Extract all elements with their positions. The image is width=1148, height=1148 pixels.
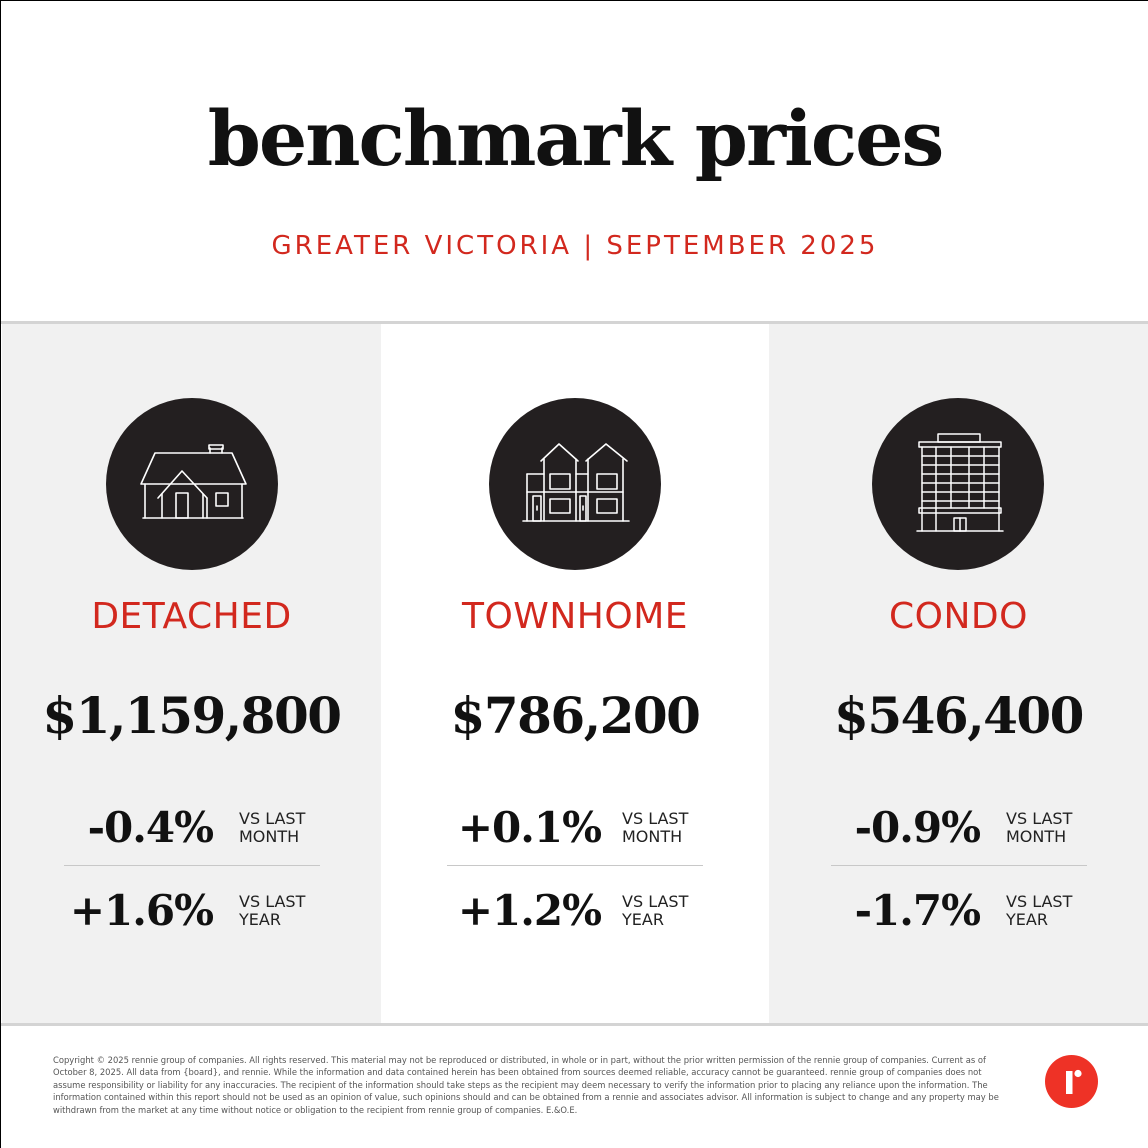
caption-line: YEAR	[622, 910, 664, 929]
caption-line: VS LAST	[239, 809, 306, 828]
townhome-panel: TOWNHOME $786,200 +0.1% VS LAST MONTH +1…	[381, 324, 769, 1023]
rennie-logo-icon	[1045, 1055, 1098, 1108]
caption-line: MONTH	[1006, 827, 1067, 846]
detached-panel: DETACHED $1,159,800 -0.4% VS LAST MONTH …	[2, 324, 381, 1023]
page-subtitle: GREATER VICTORIA | SEPTEMBER 2025	[271, 231, 879, 261]
property-type-label: TOWNHOME	[461, 596, 689, 637]
caption-line: VS LAST	[239, 892, 306, 911]
month-change-stat: -0.4% VS LAST MONTH	[2, 798, 381, 858]
condo-badge	[872, 398, 1044, 570]
month-change-stat: +0.1% VS LAST MONTH	[381, 798, 769, 858]
stat-divider	[64, 865, 320, 866]
townhome-icon	[522, 443, 630, 522]
townhome-badge	[489, 398, 661, 570]
caption-line: YEAR	[1006, 910, 1048, 929]
caption-line: VS LAST	[1006, 892, 1073, 911]
month-change-caption: VS LAST MONTH	[239, 810, 349, 846]
rennie-logo	[1045, 1055, 1098, 1108]
detached-badge	[106, 398, 278, 570]
page-title: benchmark prices	[207, 94, 945, 183]
year-change-value: -1.7%	[854, 886, 981, 935]
caption-line: MONTH	[239, 827, 300, 846]
year-change-value: +1.6%	[69, 886, 214, 935]
caption-line: VS LAST	[622, 892, 689, 911]
benchmark-price: $546,400	[834, 686, 1084, 745]
benchmark-price: $786,200	[450, 686, 701, 745]
year-change-caption: VS LAST YEAR	[239, 893, 349, 929]
property-type-label: DETACHED	[91, 596, 292, 637]
header-divider	[1, 321, 1148, 324]
caption-line: YEAR	[239, 910, 281, 929]
stat-divider	[831, 865, 1087, 866]
year-change-stat: +1.2% VS LAST YEAR	[381, 881, 769, 941]
month-change-value: +0.1%	[457, 803, 602, 852]
month-change-caption: VS LAST MONTH	[622, 810, 732, 846]
month-change-stat: -0.9% VS LAST MONTH	[769, 798, 1148, 858]
month-change-value: -0.4%	[87, 803, 214, 852]
year-change-stat: +1.6% VS LAST YEAR	[2, 881, 381, 941]
year-change-caption: VS LAST YEAR	[1006, 893, 1116, 929]
benchmark-price: $1,159,800	[42, 686, 342, 745]
footer: Copyright © 2025 rennie group of compani…	[1, 1026, 1148, 1148]
caption-line: VS LAST	[622, 809, 689, 828]
property-type-label: CONDO	[889, 596, 1028, 637]
copyright-disclaimer: Copyright © 2025 rennie group of compani…	[53, 1055, 999, 1115]
year-change-caption: VS LAST YEAR	[622, 893, 732, 929]
footer-divider	[1, 1023, 1148, 1026]
caption-line: VS LAST	[1006, 809, 1073, 828]
stat-divider	[447, 865, 703, 866]
condo-building-icon	[916, 433, 1004, 532]
detached-house-icon	[140, 444, 247, 519]
month-change-value: -0.9%	[854, 803, 981, 852]
header: benchmark prices GREATER VICTORIA | SEPT…	[1, 1, 1148, 321]
condo-panel: CONDO $546,400 -0.9% VS LAST MONTH -1.7%…	[769, 324, 1148, 1023]
caption-line: MONTH	[622, 827, 683, 846]
year-change-stat: -1.7% VS LAST YEAR	[769, 881, 1148, 941]
month-change-caption: VS LAST MONTH	[1006, 810, 1116, 846]
year-change-value: +1.2%	[457, 886, 602, 935]
